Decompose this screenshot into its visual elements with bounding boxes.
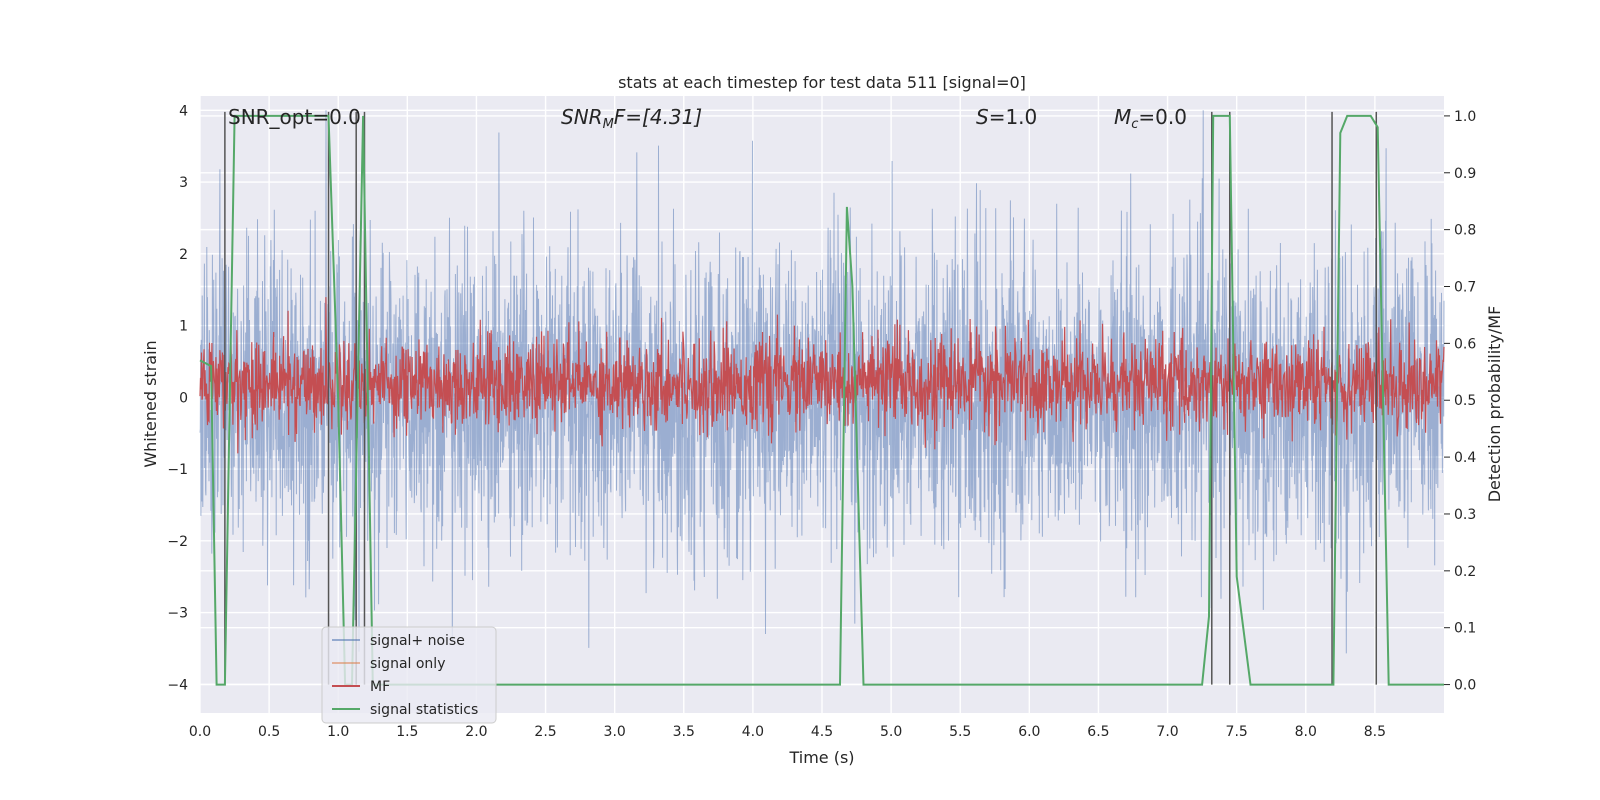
x-tick-label: 0.0 xyxy=(189,724,211,740)
y-tick-label: 0 xyxy=(179,390,188,406)
legend-label-signal-statistics: signal statistics xyxy=(370,702,478,718)
annotation-snr-opt: SNR_opt=0.0 xyxy=(228,105,361,129)
x-tick-label: 4.0 xyxy=(742,724,764,740)
y-tick-label: 2 xyxy=(179,247,188,263)
annotation-snr-mf-base: SNR xyxy=(561,105,603,129)
x-axis-label: Time (s) xyxy=(788,748,854,767)
mf-series xyxy=(199,297,1445,454)
x-tick-label: 3.0 xyxy=(604,724,626,740)
x-tick-label: 0.5 xyxy=(258,724,280,740)
y-tick-label: −4 xyxy=(167,677,188,693)
x-tick-label: 5.5 xyxy=(949,724,971,740)
chart-title: stats at each timestep for test data 511… xyxy=(618,73,1026,92)
x-tick-label: 6.5 xyxy=(1087,724,1109,740)
annotation-s: S=1.0 xyxy=(976,105,1037,129)
signal-statistics-series xyxy=(199,114,1444,686)
y-tick-label: 1 xyxy=(179,319,188,335)
legend: signal+ noise signal only MF signal stat… xyxy=(321,626,497,724)
mf-line xyxy=(199,297,1445,454)
x-tick-label: 2.0 xyxy=(465,724,487,740)
y-axis-label: Whitened strain xyxy=(141,340,160,467)
x-tick-label: 5.0 xyxy=(880,724,902,740)
x-tick-label: 8.5 xyxy=(1364,724,1386,740)
legend-box xyxy=(321,626,497,724)
y2-tick-label: 0.0 xyxy=(1454,678,1476,694)
x-tick-label: 7.0 xyxy=(1156,724,1178,740)
y-tick-label: −3 xyxy=(167,606,188,622)
annotation-snr-mf-tail: F=[4.31] xyxy=(614,105,702,129)
annotation-mc-var: M xyxy=(1114,105,1131,129)
x-tick-label: 4.5 xyxy=(811,724,833,740)
annotation-s-val: =1.0 xyxy=(989,105,1038,129)
x-tick-label: 6.0 xyxy=(1018,724,1040,740)
y2-ticks: 1.0 0.9 0.8 0.7 0.6 0.5 0.4 0.3 0.2 0.1 0.0 xyxy=(1444,109,1476,694)
annotation-s-var: S xyxy=(976,105,989,129)
annotation-mc-val: =0.0 xyxy=(1138,105,1187,129)
y-tick-label: −1 xyxy=(167,462,188,478)
y2-tick-label: 0.5 xyxy=(1454,393,1476,409)
y2-tick-label: 0.2 xyxy=(1454,564,1476,580)
x-tick-label: 8.0 xyxy=(1295,724,1317,740)
signal-statistics-line xyxy=(199,114,1444,686)
annotation-mc-sub: c xyxy=(1131,117,1138,132)
y2-tick-label: 1.0 xyxy=(1454,109,1476,125)
y-tick-label: 3 xyxy=(179,175,188,191)
annotation-snr-mf: SNRMF=[4.31] xyxy=(561,105,702,132)
y2-tick-label: 0.9 xyxy=(1454,166,1476,182)
y2-tick-label: 0.4 xyxy=(1454,450,1476,466)
x-tick-label: 7.5 xyxy=(1226,724,1248,740)
y-tick-label: 4 xyxy=(179,103,188,119)
y2-tick-label: 0.6 xyxy=(1454,336,1476,352)
x-tick-label: 2.5 xyxy=(534,724,556,740)
y-ticks: 4 3 2 1 0 −1 −2 −3 −4 xyxy=(167,103,188,693)
x-ticks: 0.0 0.5 1.0 1.5 2.0 2.5 3.0 3.5 4.0 4.5 5.0 5.5 6.0 6… xyxy=(189,724,1386,740)
y2-tick-label: 0.1 xyxy=(1454,621,1476,637)
legend-label-signal-noise: signal+ noise xyxy=(370,633,465,649)
y-tick-label: −2 xyxy=(167,534,188,550)
y2-tick-label: 0.8 xyxy=(1454,223,1476,239)
y2-axis-label: Detection probability/MF xyxy=(1485,306,1504,503)
y2-tick-label: 0.3 xyxy=(1454,507,1476,523)
x-tick-label: 3.5 xyxy=(673,724,695,740)
annotation-mc: Mc=0.0 xyxy=(1114,105,1187,132)
legend-label-mf: MF xyxy=(370,679,390,695)
annotation-snr-mf-sub: M xyxy=(603,117,614,132)
x-tick-label: 1.5 xyxy=(396,724,418,740)
x-tick-label: 1.0 xyxy=(327,724,349,740)
y2-tick-label: 0.7 xyxy=(1454,280,1476,296)
legend-label-signal-only: signal only xyxy=(370,656,445,672)
